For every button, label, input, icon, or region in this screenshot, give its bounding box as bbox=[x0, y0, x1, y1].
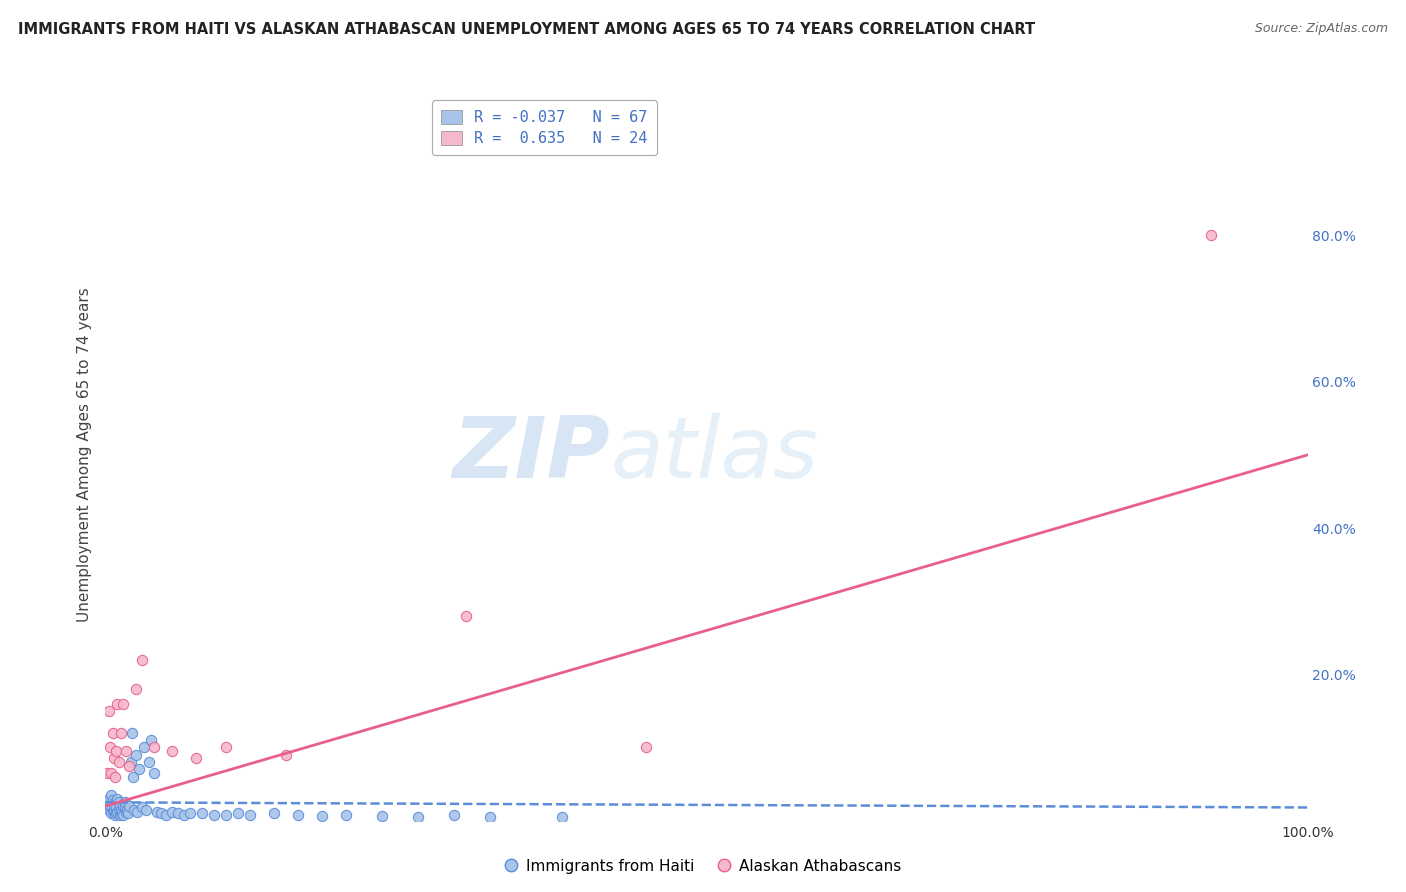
Point bbox=[226, 806, 249, 821]
Point bbox=[146, 805, 169, 819]
Point bbox=[96, 766, 118, 780]
Point bbox=[135, 803, 157, 817]
Point bbox=[98, 791, 121, 805]
Point bbox=[117, 806, 139, 821]
Point bbox=[120, 755, 142, 769]
Point bbox=[100, 806, 122, 821]
Point bbox=[138, 755, 160, 769]
Point bbox=[155, 807, 177, 822]
Point bbox=[115, 803, 138, 817]
Point bbox=[118, 799, 141, 814]
Point bbox=[110, 726, 132, 740]
Point bbox=[105, 800, 128, 814]
Point bbox=[263, 806, 285, 821]
Point bbox=[149, 806, 172, 821]
Point bbox=[103, 799, 125, 814]
Point bbox=[479, 810, 502, 824]
Point bbox=[311, 809, 333, 823]
Point bbox=[124, 803, 146, 817]
Point bbox=[335, 807, 357, 822]
Point bbox=[103, 751, 125, 765]
Point bbox=[128, 763, 150, 777]
Point bbox=[287, 807, 309, 822]
Text: atlas: atlas bbox=[610, 413, 818, 497]
Point bbox=[202, 807, 225, 822]
Point bbox=[100, 788, 122, 802]
Point bbox=[166, 806, 188, 821]
Point bbox=[104, 807, 127, 822]
Point bbox=[454, 608, 477, 623]
Point bbox=[184, 751, 207, 765]
Point bbox=[190, 806, 212, 821]
Point bbox=[114, 796, 136, 810]
Point bbox=[100, 766, 122, 780]
Point bbox=[131, 800, 153, 814]
Point bbox=[115, 805, 138, 819]
Point bbox=[131, 653, 153, 667]
Point bbox=[406, 810, 429, 824]
Point bbox=[108, 807, 131, 822]
Point bbox=[110, 806, 132, 821]
Point bbox=[107, 803, 129, 817]
Point bbox=[214, 807, 236, 822]
Point bbox=[239, 807, 262, 822]
Point bbox=[160, 805, 183, 819]
Point bbox=[108, 799, 131, 814]
Point bbox=[551, 810, 574, 824]
Point bbox=[124, 747, 146, 762]
Point bbox=[105, 744, 128, 758]
Point bbox=[107, 796, 129, 810]
Point bbox=[98, 800, 121, 814]
Y-axis label: Unemployment Among Ages 65 to 74 years: Unemployment Among Ages 65 to 74 years bbox=[76, 287, 91, 623]
Text: ZIP: ZIP bbox=[453, 413, 610, 497]
Point bbox=[98, 797, 121, 812]
Text: Source: ZipAtlas.com: Source: ZipAtlas.com bbox=[1254, 22, 1388, 36]
Point bbox=[443, 807, 465, 822]
Point bbox=[1201, 228, 1223, 243]
Point bbox=[101, 726, 124, 740]
Point bbox=[371, 809, 394, 823]
Point bbox=[179, 806, 201, 821]
Point bbox=[98, 704, 121, 718]
Point bbox=[112, 807, 135, 822]
Point bbox=[118, 758, 141, 772]
Point bbox=[142, 740, 165, 755]
Point bbox=[132, 740, 155, 755]
Point bbox=[114, 800, 136, 814]
Point bbox=[101, 793, 124, 807]
Point bbox=[125, 805, 148, 819]
Point bbox=[110, 803, 132, 817]
Point bbox=[636, 740, 658, 755]
Legend: Immigrants from Haiti, Alaskan Athabascans: Immigrants from Haiti, Alaskan Athabasca… bbox=[499, 853, 907, 880]
Point bbox=[107, 805, 129, 819]
Point bbox=[142, 766, 165, 780]
Point bbox=[173, 807, 195, 822]
Point bbox=[139, 733, 162, 747]
Point bbox=[124, 681, 146, 696]
Point bbox=[107, 791, 129, 805]
Point bbox=[122, 770, 145, 784]
Point bbox=[112, 799, 135, 814]
Point bbox=[105, 806, 128, 821]
Point bbox=[96, 799, 118, 814]
Text: IMMIGRANTS FROM HAITI VS ALASKAN ATHABASCAN UNEMPLOYMENT AMONG AGES 65 TO 74 YEA: IMMIGRANTS FROM HAITI VS ALASKAN ATHABAS… bbox=[18, 22, 1035, 37]
Point bbox=[107, 697, 129, 711]
Point bbox=[98, 803, 121, 817]
Point bbox=[107, 755, 129, 769]
Point bbox=[214, 740, 236, 755]
Point bbox=[274, 747, 297, 762]
Point bbox=[112, 697, 135, 711]
Point bbox=[104, 796, 127, 810]
Point bbox=[104, 770, 127, 784]
Point bbox=[101, 805, 124, 819]
Legend: R = -0.037   N = 67, R =  0.635   N = 24: R = -0.037 N = 67, R = 0.635 N = 24 bbox=[432, 101, 657, 155]
Point bbox=[111, 805, 134, 819]
Point bbox=[115, 744, 138, 758]
Point bbox=[121, 726, 143, 740]
Point bbox=[160, 744, 183, 758]
Point bbox=[98, 740, 121, 755]
Point bbox=[103, 803, 125, 817]
Point bbox=[97, 796, 120, 810]
